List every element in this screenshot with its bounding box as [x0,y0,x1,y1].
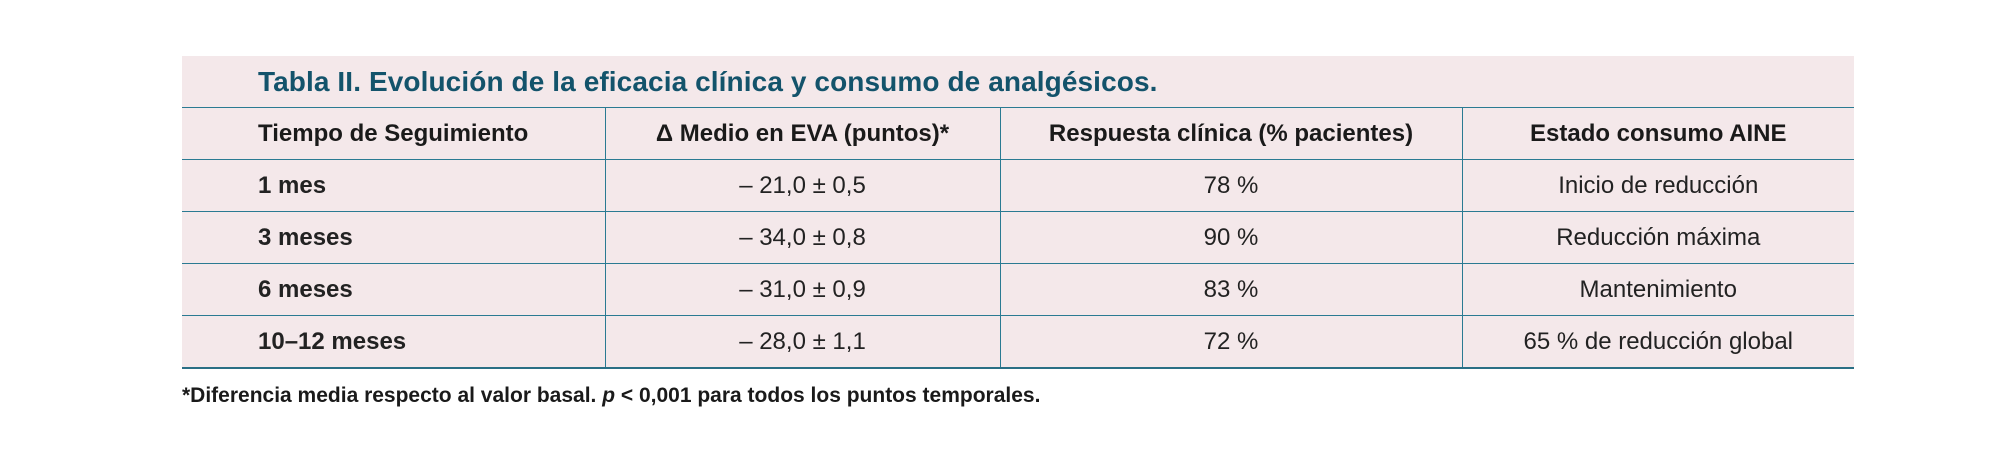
cell-eva-delta: – 31,0 ± 0,9 [605,263,1001,316]
table-row: 6 meses – 31,0 ± 0,9 83 % Mantenimiento [182,263,1854,316]
cell-response: 72 % [1000,315,1463,367]
cell-nsaid-status: Reducción máxima [1462,211,1854,264]
cell-time: 3 meses [182,211,606,264]
cell-eva-delta: – 21,0 ± 0,5 [605,159,1001,212]
header-row: Tiempo de Seguimiento Δ Medio en EVA (pu… [182,108,1854,160]
cell-nsaid-status: 65 % de reducción global [1523,327,1794,355]
cell-nsaid-status: Mantenimiento [1462,263,1854,316]
footnote-suffix: < 0,001 para todos los puntos temporales… [615,384,1041,407]
cell-eva-delta: – 34,0 ± 0,8 [605,211,1001,264]
header-follow-up-time: Tiempo de Seguimiento [182,108,606,160]
cell-eva-delta: – 28,0 ± 1,1 [605,315,1001,367]
table-row: 1 mes – 21,0 ± 0,5 78 % Inicio de reducc… [182,159,1854,212]
cell-response: 90 % [1000,211,1463,264]
table-row: 3 meses – 34,0 ± 0,8 90 % Reducción máxi… [182,211,1854,264]
cell-time: 1 mes [182,159,606,212]
cell-response: 83 % [1000,263,1463,316]
header-nsaid-status: Estado consumo AINE [1462,108,1854,160]
footnote-prefix: *Diferencia media respecto al valor basa… [182,384,603,407]
table-row: 10–12 meses – 28,0 ± 1,1 72 % 65 % de re… [182,315,1854,367]
efficacy-table: Tabla II. Evolución de la eficacia clíni… [182,56,1854,369]
data-table: Tiempo de Seguimiento Δ Medio en EVA (pu… [182,108,1854,367]
table-caption: Tabla II. Evolución de la eficacia clíni… [182,56,1854,108]
header-clinical-response: Respuesta clínica (% pacientes) [1000,108,1463,160]
cell-nsaid-status: Inicio de reducción [1462,159,1854,212]
header-eva-delta: Δ Medio en EVA (puntos)* [605,108,1001,160]
cell-time: 10–12 meses [182,315,606,367]
cell-response: 78 % [1000,159,1463,212]
table-footnote: *Diferencia media respecto al valor basa… [182,384,1040,408]
cell-time: 6 meses [182,263,606,316]
footnote-p-symbol: p [602,384,616,407]
